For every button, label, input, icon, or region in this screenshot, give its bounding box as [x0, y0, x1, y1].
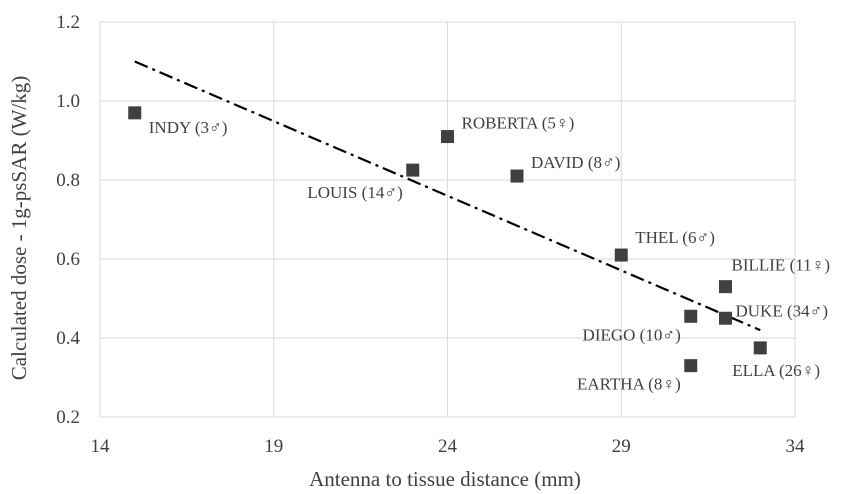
- data-point: [684, 309, 698, 323]
- data-point: [614, 248, 628, 262]
- point-label: THEL (6♂): [635, 228, 715, 247]
- data-points: [128, 106, 767, 373]
- point-label: ROBERTA (5♀): [462, 114, 575, 133]
- trendline-group: [134, 60, 761, 332]
- y-tick-label: 0.8: [56, 170, 80, 191]
- gridlines: [99, 21, 796, 418]
- data-point: [441, 130, 454, 144]
- trendline: [134, 60, 761, 332]
- point-label: INDY (3♂): [149, 118, 228, 137]
- x-tick-label: 19: [264, 436, 283, 457]
- data-point: [753, 341, 767, 355]
- x-tick-label: 14: [91, 436, 111, 457]
- data-point: [684, 359, 698, 373]
- y-tick-label: 0.4: [56, 328, 80, 349]
- y-axis-title: Calculated dose - 1g-psSAR (W/kg): [7, 76, 31, 380]
- data-point: [719, 311, 732, 325]
- x-tick-labels: 14 19 24 29 34: [91, 436, 806, 457]
- point-label: EARTHA (8♀): [577, 375, 681, 394]
- y-tick-label: 1.2: [56, 12, 80, 33]
- x-tick-label: 24: [438, 436, 458, 457]
- point-labels: INDY (3♂) LOUIS (14♂) ROBERTA (5♀) DAVID (8…: [149, 114, 830, 394]
- y-tick-label: 1.0: [56, 91, 80, 112]
- x-tick-label: 34: [786, 436, 806, 457]
- y-tick-labels: 0.2 0.4 0.6 0.8 1.0 1.2: [56, 12, 80, 428]
- y-tick-label: 0.2: [56, 407, 80, 428]
- data-point: [510, 169, 524, 183]
- data-point: [128, 106, 142, 120]
- y-tick-label: 0.6: [56, 249, 80, 270]
- x-axis-title: Antenna to tissue distance (mm): [309, 467, 581, 491]
- point-label: DUKE (34♂): [736, 301, 829, 320]
- point-label: BILLIE (11♀): [732, 256, 831, 275]
- point-label: ELLA (26♀): [732, 361, 820, 380]
- x-tick-label: 29: [612, 436, 631, 457]
- point-label: DIEGO (10♂): [583, 325, 681, 344]
- point-label: DAVID (8♂): [531, 153, 620, 172]
- data-point: [719, 280, 732, 294]
- data-point: [406, 163, 420, 177]
- point-label: LOUIS (14♂): [307, 183, 402, 202]
